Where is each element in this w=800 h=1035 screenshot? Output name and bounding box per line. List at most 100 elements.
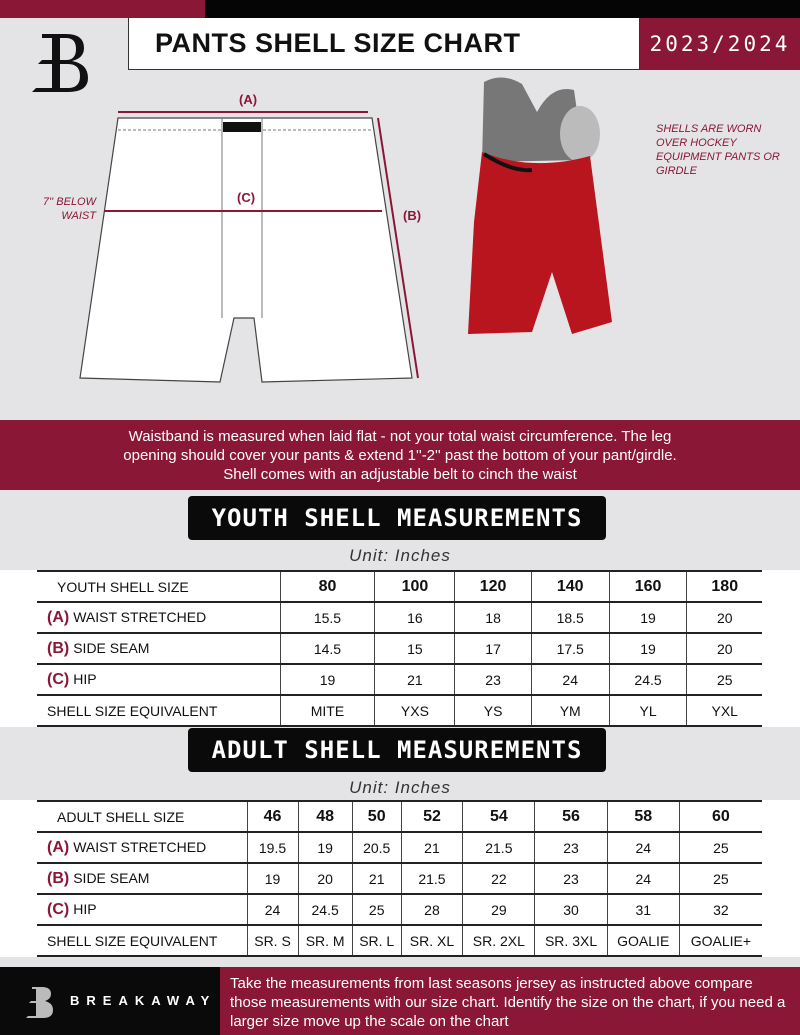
value-cell: 24: [606, 863, 680, 895]
row-label: (B) SIDE SEAM: [37, 863, 247, 895]
measure-letter: (B): [47, 639, 70, 657]
row-label: (C) HIP: [37, 894, 247, 926]
row-label: (A) WAIST STRETCHED: [37, 602, 280, 634]
size-cell: 56: [534, 800, 608, 833]
label-a: (A): [239, 92, 258, 107]
shell-note: SHELLS ARE WORN OVER HOCKEY EQUIPMENT PA…: [656, 123, 780, 177]
top-bar: [205, 0, 800, 18]
value-cell: MITE: [279, 695, 375, 727]
value-cell: 18: [454, 602, 532, 634]
measure-name: HIP: [73, 900, 97, 917]
size-cell: 52: [400, 800, 463, 833]
value-cell: 20: [297, 863, 353, 895]
value-cell: 15: [374, 633, 455, 665]
info-line: Waistband is measured when laid flat - n…: [128, 428, 672, 445]
value-cell: YXL: [686, 695, 762, 727]
youth-table: YOUTH SHELL SIZE 80 100 120 140 160 180 (A) WAIS…: [37, 570, 762, 727]
value-cell: YM: [530, 695, 610, 727]
value-cell: 32: [678, 894, 762, 926]
value-cell: 14.5: [279, 633, 375, 665]
value-cell: YXS: [374, 695, 455, 727]
measure-name: WAIST STRETCHED: [73, 838, 207, 855]
size-header: YOUTH SHELL SIZE: [37, 570, 280, 603]
table-row: (A) WAIST STRETCHED 19.5 19 20.5 21 21.5 23 24 25: [37, 832, 762, 864]
size-header: ADULT SHELL SIZE: [37, 800, 247, 833]
measure-letter: (B): [47, 869, 70, 887]
youth-title: YOUTH SHELL MEASUREMENTS: [188, 496, 606, 540]
table-row: (B) SIDE SEAM 14.5 15 17 17.5 19 20: [37, 633, 762, 665]
value-cell: 16: [374, 602, 455, 634]
info-line: opening should cover your pants & extend…: [123, 447, 677, 464]
info-line: Shell comes with an adjustable belt to c…: [223, 466, 577, 483]
value-cell: 28: [400, 894, 463, 926]
info-band: Waistband is measured when laid flat - n…: [0, 420, 800, 490]
value-cell: SR. 2XL: [462, 925, 535, 957]
table-row: (B) SIDE SEAM 19 20 21 21.5 22 23 24 25: [37, 863, 762, 895]
measure-name: SHELL SIZE EQUIVALENT: [47, 702, 218, 719]
value-cell: 22: [462, 863, 535, 895]
value-cell: 24.5: [608, 664, 687, 696]
size-cell: 46: [246, 800, 299, 833]
size-cell: 100: [374, 570, 455, 603]
size-cell: 180: [686, 570, 762, 603]
value-cell: 15.5: [279, 602, 375, 634]
value-cell: 19: [279, 664, 375, 696]
value-cell: 31: [606, 894, 680, 926]
value-cell: 19.5: [246, 832, 299, 864]
shorts-diagram: [79, 111, 419, 383]
label-c: (C): [237, 190, 256, 205]
value-cell: 25: [351, 894, 402, 926]
value-cell: 21.5: [400, 863, 463, 895]
value-cell: 21.5: [462, 832, 535, 864]
label-b: (B): [403, 208, 422, 223]
measure-name: SIDE SEAM: [73, 869, 150, 886]
measure-letter: (A): [47, 608, 70, 626]
value-cell: SR. M: [297, 925, 353, 957]
value-cell: 25: [678, 832, 762, 864]
value-cell: 20.5: [351, 832, 402, 864]
measure-name: SHELL SIZE EQUIVALENT: [47, 932, 218, 949]
row-label: (C) HIP: [37, 664, 280, 696]
table-row: (C) HIP 19 21 23 24 24.5 25: [37, 664, 762, 696]
value-cell: 29: [462, 894, 535, 926]
below-waist-note: 7'' BELOW WAIST: [42, 196, 96, 222]
value-cell: 23: [534, 832, 608, 864]
brand-logo: [32, 34, 88, 92]
value-cell: 17.5: [530, 633, 610, 665]
table-row: (A) WAIST STRETCHED 15.5 16 18 18.5 19 20: [37, 602, 762, 634]
table-header-row: ADULT SHELL SIZE 46 48 50 52 54 56 58 60: [37, 800, 762, 833]
adult-table: ADULT SHELL SIZE 46 48 50 52 54 56 58 60 (A) WAIST…: [37, 800, 762, 957]
footer-instructions: Take the measurements from last seasons …: [220, 967, 800, 1035]
size-cell: 60: [678, 800, 762, 833]
size-cell: 140: [530, 570, 610, 603]
measure-letter: (A): [47, 838, 70, 856]
value-cell: GOALIE: [606, 925, 680, 957]
page-title: PANTS SHELL SIZE CHART: [128, 18, 640, 70]
value-cell: SR. S: [246, 925, 299, 957]
value-cell: SR. L: [351, 925, 402, 957]
size-cell: 50: [351, 800, 402, 833]
value-cell: 24: [606, 832, 680, 864]
value-cell: 30: [534, 894, 608, 926]
value-cell: 23: [534, 863, 608, 895]
measure-name: HIP: [73, 670, 97, 687]
value-cell: 17: [454, 633, 532, 665]
brand-name: BREAKAWAY: [70, 993, 217, 1008]
value-cell: 25: [678, 863, 762, 895]
value-cell: 20: [686, 602, 762, 634]
value-cell: YS: [454, 695, 532, 727]
row-label: SHELL SIZE EQUIVALENT: [37, 925, 247, 957]
size-cell: 80: [279, 570, 375, 603]
value-cell: 19: [608, 633, 687, 665]
value-cell: 21: [351, 863, 402, 895]
footer-logo: [26, 987, 53, 1018]
table-row: SHELL SIZE EQUIVALENT MITE YXS YS YM YL YXL: [37, 695, 762, 727]
size-cell: 48: [297, 800, 353, 833]
adult-title: ADULT SHELL MEASUREMENTS: [188, 728, 606, 772]
measure-letter: (C): [47, 900, 70, 918]
value-cell: 25: [686, 664, 762, 696]
value-cell: 23: [454, 664, 532, 696]
table-row: (C) HIP 24 24.5 25 28 29 30 31 32: [37, 894, 762, 926]
size-cell: 160: [608, 570, 687, 603]
table-header-row: YOUTH SHELL SIZE 80 100 120 140 160 180: [37, 570, 762, 603]
